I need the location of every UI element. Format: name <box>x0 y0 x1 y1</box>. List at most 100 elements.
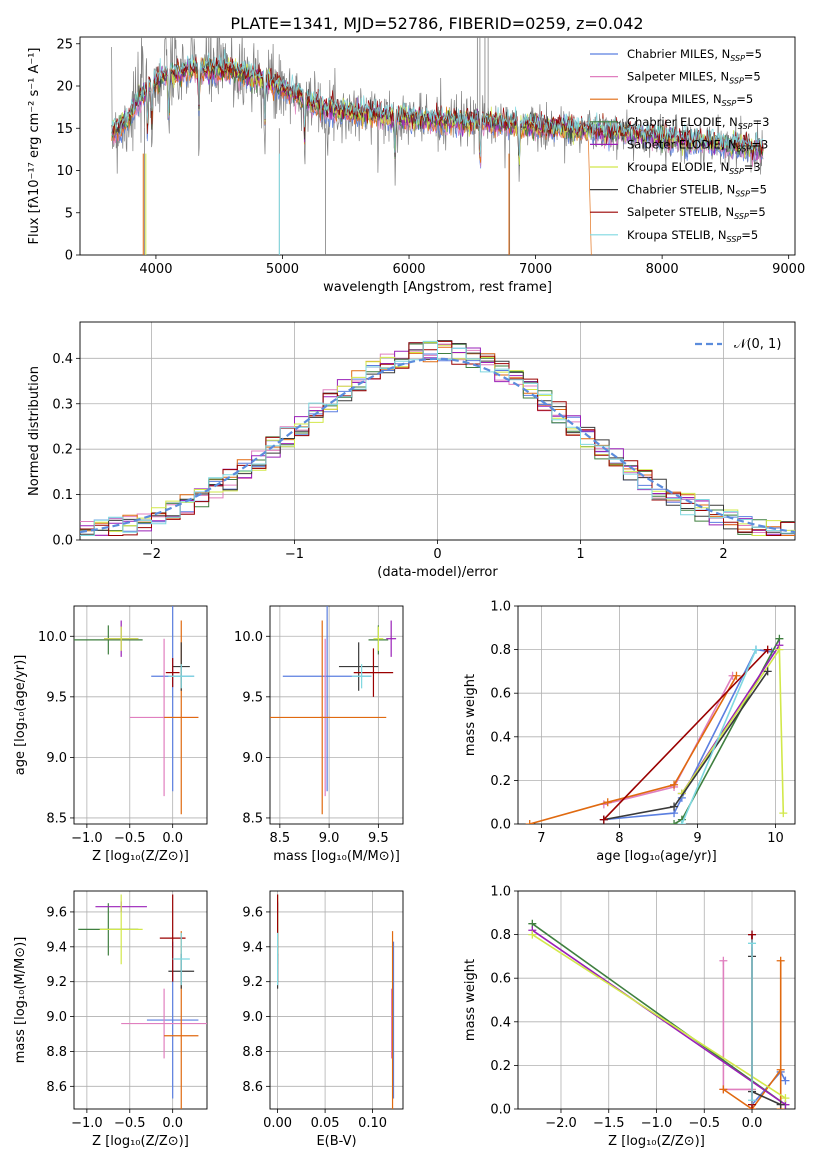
errorbar-point <box>270 620 387 815</box>
x-tick-label: 9000 <box>772 262 805 277</box>
x-tick-label: 0 <box>433 547 441 562</box>
plot-area <box>74 606 199 815</box>
errorbar-point <box>168 664 195 689</box>
errorbar-point <box>165 658 180 688</box>
y-tick-label: 0.2 <box>490 1059 511 1074</box>
y-tick-label: 9.0 <box>242 1010 263 1025</box>
y-tick-label: 8.8 <box>242 1045 263 1060</box>
series-marker <box>677 820 686 824</box>
errorbar-point <box>74 625 143 655</box>
y-tick-label: 0.4 <box>490 1015 511 1030</box>
figure-title: PLATE=1341, MJD=52786, FIBERID=0259, z=0… <box>230 14 643 33</box>
series-marker <box>528 930 537 939</box>
plot-area <box>270 606 397 815</box>
y-tick-label: 9.5 <box>46 690 67 705</box>
errorbar-point <box>172 932 190 986</box>
y-tick-label: 10.0 <box>38 630 67 645</box>
series-marker <box>775 645 784 654</box>
residual-legend: 𝒩(0, 1) <box>695 337 781 352</box>
errorbar-point <box>99 894 143 965</box>
series-marker <box>748 930 757 939</box>
y-tick-label: 20 <box>56 80 73 95</box>
x-axis-label: Z [log₁₀(Z/Z⊙)] <box>608 1134 705 1149</box>
panel-age-vs-mass: 8.5 9.0 9.5 8.5 9.0 9.5 10.0 mass [log₁₀(M/M⊙)] <box>234 605 404 864</box>
legend-label: Chabrier ELODIE, NSSP=3 <box>627 115 769 131</box>
panel-mass-weight-vs-age: 7 8 9 10 0.0 0.2 0.4 0.6 0.8 1.0 age [log₁₀(age/yr… <box>463 600 796 864</box>
y-tick-label: 0 <box>65 249 73 264</box>
series-marker <box>763 667 772 676</box>
panel-residuals: −2 −1 0 1 2 0.0 0.1 0.2 0.3 0.4 (data-model)/error… <box>27 321 796 580</box>
model-line-kroupa-elodie <box>111 57 764 165</box>
x-tick-label: 9 <box>693 831 701 846</box>
y-tick-label: 0.4 <box>52 352 73 367</box>
y-tick-label: 9.0 <box>46 1010 67 1025</box>
model-line-salpeter-stelib <box>111 56 764 161</box>
series-marker <box>748 939 757 948</box>
errorbar-point <box>338 642 379 691</box>
x-tick-label: −0.5 <box>114 831 146 846</box>
axes-frame <box>73 605 208 825</box>
y-tick-label: 0.1 <box>52 488 73 503</box>
x-axis-label: age [log₁₀(age/yr)] <box>596 849 717 864</box>
plot-area <box>78 894 207 1109</box>
x-tick-label: −1.0 <box>71 1116 103 1131</box>
panel-age-vs-z: −1.0 −0.5 0.0 8.5 9.0 9.5 10.0 Z [log₁₀(Z/Z⊙)] a… <box>13 605 208 864</box>
x-tick-label: 0.0 <box>162 1116 183 1131</box>
y-tick-label: 9.2 <box>242 975 263 990</box>
y-tick-label: 8.5 <box>46 811 67 826</box>
x-axis-label: E(B-V) <box>316 1134 356 1149</box>
x-tick-label: 1 <box>576 547 584 562</box>
panel-mass-weight-vs-z: −2.0 −1.5 −1.0 −0.5 0.0 0.0 0.2 0.4 0.6 0.8 1.0 Z [… <box>463 885 796 1149</box>
x-tick-label: 7000 <box>519 262 552 277</box>
errorbar-point <box>373 626 384 651</box>
axes-frame <box>79 36 796 256</box>
y-tick-label: 15 <box>56 122 73 137</box>
series-marker <box>599 815 608 824</box>
plot-area <box>277 894 395 1109</box>
series-marker <box>776 956 785 965</box>
plot-area <box>80 340 795 536</box>
legend-label: Salpeter MILES, NSSP=5 <box>627 70 761 86</box>
plot-area <box>111 37 764 255</box>
x-tick-label: −1 <box>285 547 304 562</box>
errorbar-point <box>386 620 397 657</box>
y-tick-label: 8.6 <box>46 1080 67 1095</box>
y-tick-label: 0.6 <box>490 687 511 702</box>
y-tick-label: 9.5 <box>242 690 263 705</box>
y-tick-label: 0.3 <box>52 397 73 412</box>
x-tick-label: 9.5 <box>368 831 389 846</box>
y-tick-label: 0.2 <box>490 774 511 789</box>
series-marker <box>719 1085 728 1094</box>
x-tick-label: 9.0 <box>319 831 340 846</box>
legend-label: Kroupa MILES, NSSP=5 <box>627 92 753 108</box>
x-tick-label: −0.5 <box>688 1116 720 1131</box>
y-tick-label: 9.6 <box>242 905 263 920</box>
legend-label: Kroupa ELODIE, NSSP=3 <box>627 160 761 176</box>
y-tick-label: 9.0 <box>46 751 67 766</box>
y-tick-label: 10.0 <box>234 630 263 645</box>
plot-area <box>528 919 790 1109</box>
y-axis-label: Normed distribution <box>27 366 42 496</box>
x-axis-label: mass [log₁₀(M/M⊙)] <box>273 849 400 864</box>
y-axis-label: mass [log₁₀(M/M⊙)] <box>13 937 28 1064</box>
panel-mass-vs-z: −1.0 −0.5 0.0 8.6 8.8 9.0 9.2 9.4 9.6 Z [log₁₀(Z/… <box>13 890 208 1149</box>
errorbar-point <box>121 988 207 1059</box>
y-tick-label: 0.0 <box>490 818 511 833</box>
series-marker <box>776 1100 785 1109</box>
y-tick-label: 9.4 <box>242 940 263 955</box>
y-tick-label: 5 <box>65 206 73 221</box>
y-tick-label: 0.0 <box>52 534 73 549</box>
spectrum-legend: Chabrier MILES, NSSP=5 Salpeter MILES, NS… <box>590 47 769 244</box>
y-axis-label: Flux [fλ10⁻¹⁷ erg cm⁻² s⁻¹ A⁻¹] <box>27 48 42 245</box>
legend-label: Salpeter STELIB, NSSP=5 <box>627 205 766 221</box>
y-tick-label: 8.8 <box>46 1045 67 1060</box>
x-tick-label: −1.0 <box>641 1116 673 1131</box>
series-line-chabrier-elodie <box>531 923 786 1106</box>
x-tick-label: −1.0 <box>71 831 103 846</box>
legend-label: Chabrier MILES, NSSP=5 <box>627 47 762 63</box>
histogram-step-kroupa-stelib <box>80 340 795 536</box>
axes-frame <box>269 890 404 1110</box>
series-marker <box>748 1096 757 1105</box>
series-marker <box>751 645 760 654</box>
y-tick-label: 0.4 <box>490 730 511 745</box>
